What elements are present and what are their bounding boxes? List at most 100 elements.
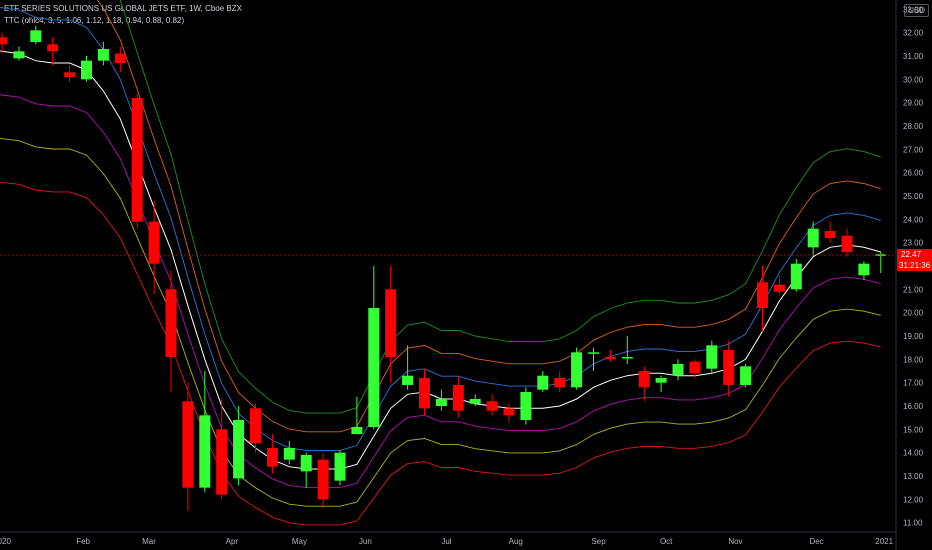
candle-body	[266, 448, 278, 467]
y-tick-label: 30.00	[903, 75, 924, 84]
candle-body	[13, 51, 25, 59]
candle	[824, 221, 836, 243]
candle	[503, 403, 515, 423]
candle-body	[250, 408, 261, 444]
candle-body	[317, 459, 329, 500]
candle	[486, 394, 498, 416]
candle	[13, 46, 25, 61]
y-tick-label: 17.00	[903, 379, 924, 388]
candle-body	[368, 308, 380, 427]
candle	[419, 368, 430, 416]
x-tick-label: Nov	[728, 537, 742, 546]
candle-body	[723, 350, 735, 385]
candle	[114, 46, 126, 73]
x-tick-label: Mar	[142, 537, 156, 546]
candle	[300, 452, 312, 488]
candle	[706, 340, 718, 374]
band-line-3	[0, 50, 881, 470]
x-tick-label: Oct	[660, 537, 673, 546]
y-tick-label: 18.00	[903, 355, 924, 364]
candle	[97, 42, 109, 66]
candle	[233, 406, 245, 486]
candle	[165, 270, 177, 392]
candle-body	[621, 357, 633, 359]
candle-body	[97, 49, 109, 61]
candle-body	[435, 399, 447, 406]
candle-body	[520, 392, 532, 420]
candle	[621, 336, 633, 364]
candle-body	[419, 378, 430, 409]
candle-body	[537, 375, 549, 390]
candle	[571, 347, 583, 390]
candle-body	[571, 352, 583, 388]
candle	[740, 364, 752, 388]
candle-body	[452, 385, 464, 411]
band-line-4	[0, 94, 881, 489]
candle	[757, 266, 768, 332]
candle	[452, 375, 464, 418]
candle-body	[858, 263, 870, 276]
x-tick-label: Sep	[591, 537, 606, 546]
candle	[317, 452, 329, 509]
candle-body	[841, 235, 853, 252]
candle	[520, 387, 532, 425]
y-tick-label: 31.00	[903, 52, 924, 61]
y-tick-label: 11.00	[903, 519, 923, 528]
candle	[435, 389, 447, 411]
candle	[604, 350, 616, 362]
candle-body	[486, 401, 498, 411]
y-tick-label: 20.00	[903, 309, 924, 318]
y-tick-label: 23.00	[903, 239, 924, 248]
candle-body	[402, 375, 414, 385]
y-tick-label: 27.00	[903, 145, 924, 154]
candle-body	[81, 60, 92, 80]
candle	[250, 403, 261, 453]
candle-body	[807, 228, 819, 248]
candle	[672, 359, 684, 381]
x-tick-label: Feb	[76, 537, 90, 546]
candle-body	[30, 30, 42, 42]
candle	[554, 371, 566, 392]
y-tick-label: 15.00	[903, 425, 924, 434]
candle-body	[469, 399, 481, 404]
candle	[216, 399, 228, 500]
candle	[790, 259, 802, 292]
currency-label[interactable]: USD	[904, 4, 929, 17]
band-line-6	[0, 181, 881, 526]
y-axis[interactable]: 33.00 32.00 31.00 30.00 29.00 28.00 27.00 26.00…	[903, 5, 924, 527]
x-tick-label: 2020	[0, 537, 11, 546]
x-tick-label: Dec	[809, 537, 823, 546]
y-tick-label: 32.00	[903, 29, 924, 38]
candle	[283, 441, 295, 465]
candle	[334, 450, 346, 486]
band-line-5	[0, 137, 881, 507]
x-axis[interactable]: 2020 Feb Mar Apr May Jun Jul Aug Sep Oct Nov Dec 202…	[0, 537, 894, 546]
candle	[537, 371, 549, 392]
ttc-bands	[0, 0, 881, 526]
candle-body	[824, 231, 836, 238]
candles	[0, 25, 887, 511]
y-tick-label: 12.00	[903, 495, 924, 504]
candle	[588, 347, 599, 371]
y-tick-label: 19.00	[903, 332, 924, 341]
candle-body	[706, 345, 718, 369]
x-tick-label: Aug	[509, 537, 523, 546]
y-tick-label: 28.00	[903, 122, 924, 131]
candle	[266, 434, 278, 474]
y-tick-label: 33.00	[903, 5, 924, 14]
candle-body	[790, 263, 802, 290]
y-tick-label: 21.00	[903, 285, 924, 294]
band-line-0	[119, 0, 881, 414]
candle-body	[588, 352, 599, 354]
x-tick-label: Apr	[226, 537, 239, 546]
candle	[841, 228, 853, 257]
candle-body	[148, 221, 160, 264]
candle	[402, 345, 414, 390]
x-tick-label: May	[292, 537, 307, 546]
candle-body	[114, 53, 126, 63]
candle-body	[672, 364, 684, 376]
candle	[131, 93, 143, 229]
candle-body	[199, 415, 211, 488]
candle-body	[351, 427, 363, 434]
